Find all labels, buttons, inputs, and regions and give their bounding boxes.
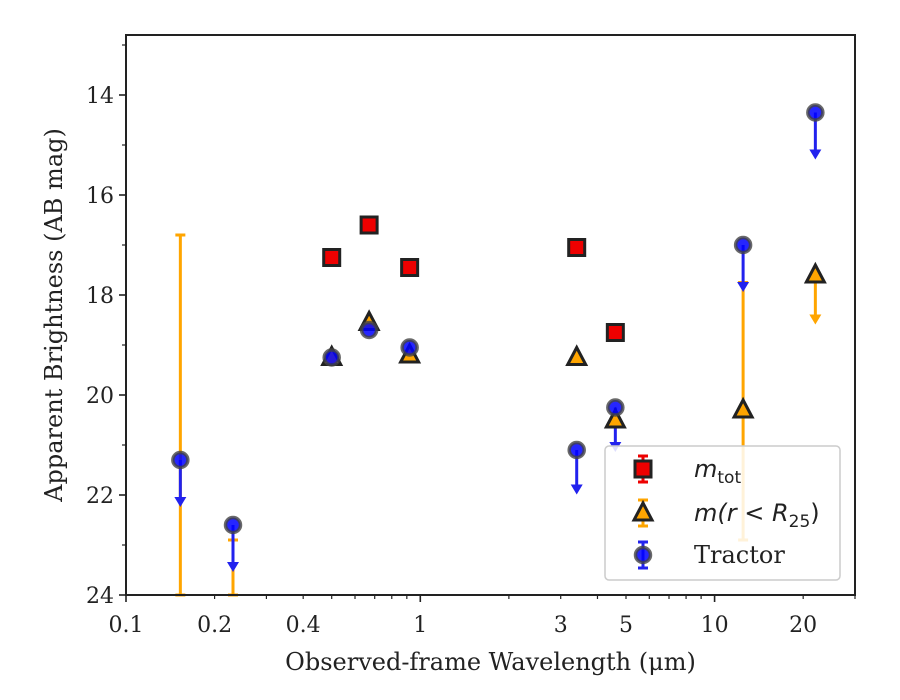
x-tick-label: 20 xyxy=(789,613,817,638)
y-tick-label: 18 xyxy=(86,284,114,309)
tractor-circle-point xyxy=(606,398,625,417)
x-tick-label: 0.4 xyxy=(286,613,321,638)
tractor-circle-point xyxy=(322,348,341,367)
mtot-square-point xyxy=(605,323,625,342)
legend-mtot-marker xyxy=(633,459,653,479)
mr25-triangle-point xyxy=(731,396,755,419)
x-tick-label: 0.2 xyxy=(197,613,232,638)
legend-tractor-marker xyxy=(633,545,653,565)
blue-upper-limit-arrow xyxy=(227,562,240,572)
mtot-square-point xyxy=(567,238,587,257)
plot-frame xyxy=(125,34,856,596)
blue-upper-limit-arrow xyxy=(570,484,583,495)
tractor-circle-point xyxy=(400,338,419,357)
x-tick-label: 1 xyxy=(413,613,427,638)
blue-upper-limit-arrow xyxy=(737,282,750,292)
tractor-circle-point xyxy=(223,515,243,535)
tractor-circle-point xyxy=(567,440,586,460)
blue-upper-limit-arrow xyxy=(174,497,187,507)
y-tick-label: 22 xyxy=(86,484,114,509)
axes-layer: 14 16 18 20 22 24 0.1 0.2 0.4 1 3 5 10 20 xyxy=(86,44,856,638)
x-tick-label: 3 xyxy=(554,613,568,638)
legend-label: m(r < R25) xyxy=(694,499,820,532)
x-tick-label: 0.1 xyxy=(109,613,144,638)
x-axis-label: Observed-frame Wavelength (μm) xyxy=(285,648,696,676)
legend-label: Tractor xyxy=(694,541,785,569)
tractor-circle-point xyxy=(733,235,753,255)
y-axis-label: Apparent Brightness (AB mag) xyxy=(40,128,68,503)
mr25-triangle-point xyxy=(803,261,827,284)
y-tick-label: 20 xyxy=(86,384,114,409)
legend: mtot m(r < R25) Tractor xyxy=(604,445,841,581)
tractor-circle-point xyxy=(171,450,190,470)
mtot-square-point xyxy=(400,258,420,277)
legend-box xyxy=(604,445,841,581)
mtot-square-point xyxy=(359,215,379,235)
y-tick-label: 16 xyxy=(86,184,114,209)
tractor-circle-point xyxy=(359,320,379,340)
y-tick-label: 24 xyxy=(86,584,114,609)
tractor-circle-point xyxy=(806,103,825,122)
legend-label: mtot xyxy=(694,455,741,488)
y-tick-label: 14 xyxy=(86,84,114,109)
points-layer xyxy=(171,103,827,535)
mr25-triangle-point xyxy=(603,406,627,429)
mr25-triangle-point xyxy=(565,344,589,366)
orange-upper-limit-arrow xyxy=(809,314,822,325)
mtot-square-point xyxy=(322,248,342,267)
x-tick-label: 10 xyxy=(701,613,729,638)
blue-upper-limit-arrow xyxy=(809,149,822,160)
x-tick-label: 5 xyxy=(619,613,633,638)
legend-mr25-marker xyxy=(631,499,655,522)
